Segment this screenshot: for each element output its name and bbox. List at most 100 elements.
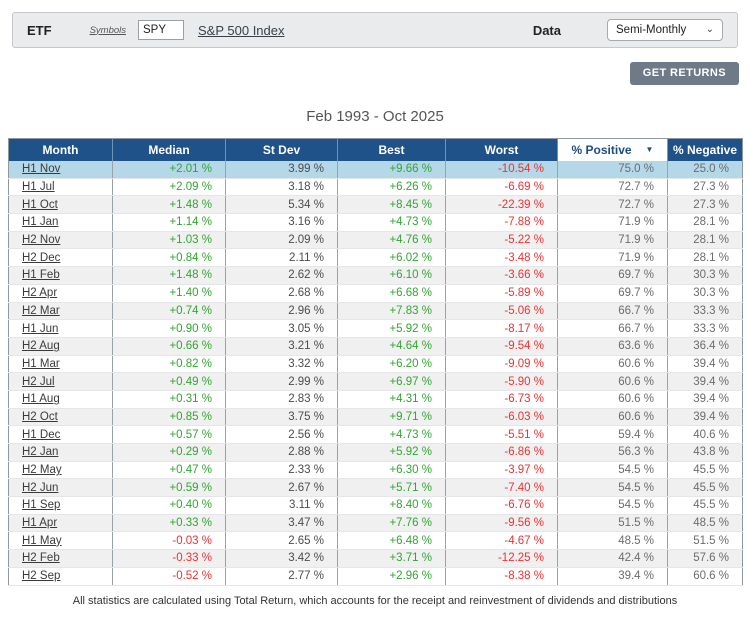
month-link[interactable]: H2 Nov <box>22 234 61 247</box>
median-cell: +0.82 % <box>112 355 226 374</box>
best-cell: +3.71 % <box>337 549 446 568</box>
chevron-down-icon: ⌄ <box>705 24 714 35</box>
month-cell: H1 Sep <box>8 496 113 515</box>
pct-positive-cell: 48.5 % <box>557 531 668 551</box>
column-header-median[interactable]: Median <box>112 138 226 161</box>
month-cell: H1 Jun <box>8 319 113 338</box>
median-cell: +0.33 % <box>112 514 226 533</box>
pct-negative-cell: 36.4 % <box>667 337 743 356</box>
table-row: H2 Jul +0.49 % 2.99 % +6.97 % -5.90 % 60.6 % 3… <box>8 372 743 391</box>
symbols-link[interactable]: Symbols <box>89 24 126 36</box>
month-cell: H2 Jun <box>8 478 113 498</box>
month-cell: H2 Nov <box>8 231 113 250</box>
stdev-cell: 5.34 % <box>225 195 338 215</box>
worst-cell: -6.69 % <box>445 178 558 197</box>
month-link[interactable]: H1 Feb <box>22 269 60 282</box>
best-cell: +8.40 % <box>337 496 446 515</box>
median-cell: +0.59 % <box>112 478 226 498</box>
returns-table-body: H1 Nov +2.01 % 3.99 % +9.66 % -10.54 % 75.0 %… <box>8 160 743 586</box>
get-returns-button[interactable]: GET RETURNS <box>629 62 739 85</box>
table-row: H1 Aug +0.31 % 2.83 % +4.31 % -6.73 % 60.6 % 3… <box>8 390 743 409</box>
month-cell: H2 Feb <box>8 549 113 568</box>
pct-positive-cell: 56.3 % <box>557 443 668 462</box>
etf-label: ETF <box>27 22 52 38</box>
pct-positive-cell: 42.4 % <box>557 549 668 568</box>
best-cell: +6.10 % <box>337 266 446 285</box>
month-link[interactable]: H2 May <box>22 464 62 477</box>
month-link[interactable]: H2 Aug <box>22 340 60 353</box>
pct-positive-cell: 72.7 % <box>557 195 668 215</box>
month-link[interactable]: H2 Jul <box>22 375 55 388</box>
median-cell: +2.01 % <box>112 160 226 179</box>
month-cell: H1 Dec <box>8 425 113 444</box>
pct-negative-cell: 39.4 % <box>667 372 743 391</box>
median-cell: +0.47 % <box>112 461 226 480</box>
pct-negative-cell: 30.3 % <box>667 284 743 303</box>
symbol-input[interactable] <box>138 20 184 40</box>
table-row: H2 Dec +0.84 % 2.11 % +6.02 % -3.48 % 71.9 % 2… <box>8 248 743 268</box>
pct-positive-cell: 71.9 % <box>557 231 668 250</box>
pct-negative-cell: 48.5 % <box>667 514 743 533</box>
table-row: H2 Jan +0.29 % 2.88 % +5.92 % -6.86 % 56.3 % 4… <box>8 443 743 462</box>
median-cell: +0.84 % <box>112 248 226 268</box>
median-cell: -0.33 % <box>112 549 226 568</box>
month-link[interactable]: H2 Dec <box>22 251 61 264</box>
stdev-cell: 2.88 % <box>225 443 338 462</box>
month-link[interactable]: H1 Nov <box>22 163 61 176</box>
best-cell: +4.64 % <box>337 337 446 356</box>
stdev-cell: 3.42 % <box>225 549 338 568</box>
stdev-cell: 3.11 % <box>225 496 338 515</box>
column-header-month[interactable]: Month <box>8 138 113 161</box>
index-name-link[interactable]: S&P 500 Index <box>198 22 285 38</box>
stdev-cell: 2.56 % <box>225 425 338 444</box>
median-cell: +0.40 % <box>112 496 226 515</box>
month-link[interactable]: H2 Apr <box>22 287 58 300</box>
returns-table: Month Median St Dev Best Worst % Positiv… <box>8 138 743 586</box>
month-link[interactable]: H1 May <box>22 534 62 547</box>
month-cell: H1 Aug <box>8 390 113 409</box>
month-cell: H2 Jan <box>8 443 113 462</box>
month-link[interactable]: H1 Jul <box>22 181 55 194</box>
month-link[interactable]: H2 Sep <box>22 570 61 583</box>
data-frequency-select[interactable]: Semi-Monthly ⌄ <box>607 19 723 41</box>
month-link[interactable]: H1 Oct <box>22 198 58 211</box>
pct-positive-cell: 69.7 % <box>557 266 668 285</box>
month-cell: H2 Sep <box>8 567 113 586</box>
month-link[interactable]: H2 Feb <box>22 552 60 565</box>
month-link[interactable]: H1 Apr <box>22 517 58 530</box>
column-header-pct-negative[interactable]: % Negative <box>667 138 743 161</box>
table-row: H1 Feb +1.48 % 2.62 % +6.10 % -3.66 % 69.7 % 3… <box>8 266 743 285</box>
month-link[interactable]: H2 Jan <box>22 446 59 459</box>
worst-cell: -6.86 % <box>445 443 558 462</box>
median-cell: +1.48 % <box>112 195 226 215</box>
month-link[interactable]: H2 Mar <box>22 304 60 317</box>
pct-negative-cell: 28.1 % <box>667 231 743 250</box>
month-link[interactable]: H1 Jan <box>22 216 59 229</box>
month-link[interactable]: H1 Aug <box>22 393 60 406</box>
month-link[interactable]: H2 Jun <box>22 481 59 494</box>
month-link[interactable]: H1 Jun <box>22 322 59 335</box>
pct-positive-cell: 39.4 % <box>557 567 668 586</box>
month-link[interactable]: H2 Oct <box>22 410 58 423</box>
month-link[interactable]: H1 Mar <box>22 357 60 370</box>
best-cell: +9.71 % <box>337 408 446 427</box>
worst-cell: -7.40 % <box>445 478 558 498</box>
month-cell: H1 Nov <box>8 160 113 179</box>
table-row: H1 Sep +0.40 % 3.11 % +8.40 % -6.76 % 54.5 % 4… <box>8 496 743 515</box>
month-cell: H2 Dec <box>8 248 113 268</box>
pct-negative-cell: 33.3 % <box>667 302 743 321</box>
table-row: H2 Aug +0.66 % 3.21 % +4.64 % -9.54 % 63.6 % 3… <box>8 337 743 356</box>
month-link[interactable]: H1 Dec <box>22 428 61 441</box>
best-cell: +7.76 % <box>337 514 446 533</box>
pct-negative-cell: 43.8 % <box>667 443 743 462</box>
column-header-stdev[interactable]: St Dev <box>225 138 338 161</box>
column-header-pct-positive[interactable]: % Positive ▼ <box>557 138 668 161</box>
column-header-best[interactable]: Best <box>337 138 446 161</box>
column-header-worst[interactable]: Worst <box>445 138 558 161</box>
date-range-title: Feb 1993 - Oct 2025 <box>306 108 444 125</box>
best-cell: +6.30 % <box>337 461 446 480</box>
pct-positive-cell: 75.0 % <box>557 160 668 179</box>
month-link[interactable]: H1 Sep <box>22 499 61 512</box>
month-cell: H2 Mar <box>8 302 113 321</box>
median-cell: +1.14 % <box>112 213 226 232</box>
